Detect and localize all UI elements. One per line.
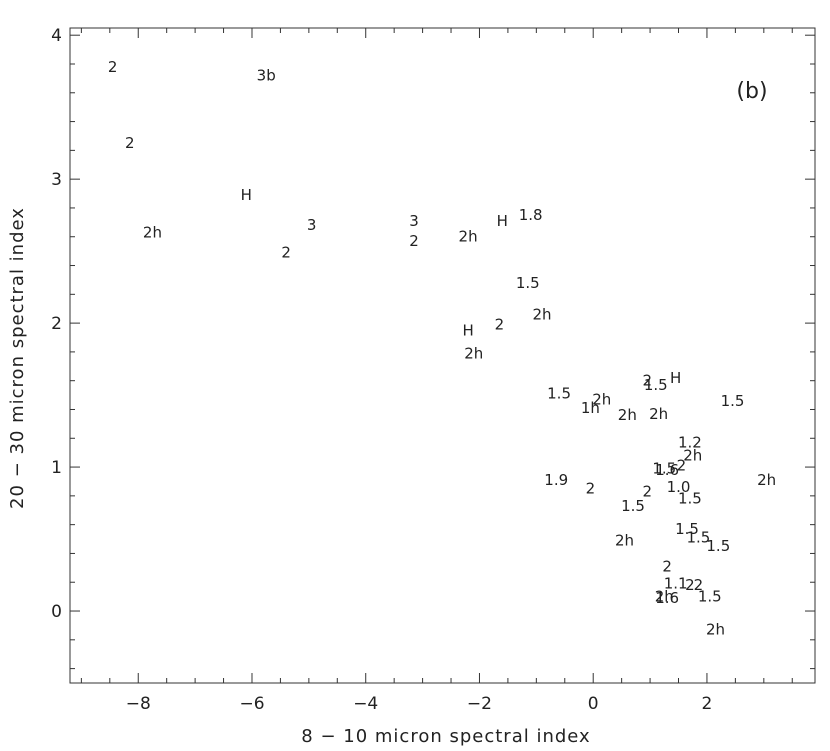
data-point: 2 bbox=[694, 576, 704, 594]
axis-ticks bbox=[70, 28, 815, 683]
data-point: 2h bbox=[615, 531, 634, 549]
data-point: 2h bbox=[459, 228, 478, 246]
data-point: 1.1 bbox=[664, 575, 688, 593]
data-point: H bbox=[497, 212, 508, 230]
data-point: 1.5 bbox=[621, 497, 645, 515]
y-tick-label: 3 bbox=[51, 170, 62, 190]
data-point: 1.5 bbox=[644, 376, 668, 394]
y-tick-label: 1 bbox=[51, 458, 62, 478]
data-point: 1.0 bbox=[667, 478, 691, 496]
data-point: H bbox=[462, 321, 473, 339]
data-point: 2h bbox=[757, 471, 776, 489]
data-point: 1.5 bbox=[678, 490, 702, 508]
data-point: 2 bbox=[409, 232, 419, 250]
data-point: 1.5 bbox=[516, 274, 540, 292]
data-point: 2 bbox=[662, 557, 672, 575]
x-tick-label: 0 bbox=[588, 694, 599, 714]
data-point: 3 bbox=[409, 212, 419, 230]
y-axis-title: 20 − 30 micron spectral index bbox=[7, 207, 28, 509]
data-point: 2h bbox=[618, 406, 637, 424]
data-point: 2h bbox=[464, 344, 483, 362]
data-point: 1.5 bbox=[675, 520, 699, 538]
data-point: 2h bbox=[655, 588, 674, 606]
data-point: 2 bbox=[281, 244, 291, 262]
data-point: 1.6 bbox=[655, 589, 679, 607]
data-point: 1.5 bbox=[706, 537, 730, 555]
data-point: H bbox=[670, 369, 681, 387]
data-point: 1.5 bbox=[721, 392, 745, 410]
plot-frame bbox=[69, 27, 816, 684]
data-point: 2 bbox=[642, 372, 652, 390]
data-point: 2h bbox=[532, 305, 551, 323]
data-point: 2h bbox=[649, 405, 668, 423]
data-point: 1.6 bbox=[655, 461, 679, 479]
x-tick-label: −2 bbox=[467, 694, 492, 714]
y-tick-label: 0 bbox=[51, 602, 62, 622]
data-point: 1.8 bbox=[519, 206, 543, 224]
data-point: 2 bbox=[495, 316, 505, 334]
data-point: 1.5 bbox=[698, 588, 722, 606]
data-point: 1.5 bbox=[686, 529, 710, 547]
x-tick-label: 2 bbox=[702, 694, 713, 714]
data-point: 2h bbox=[592, 390, 611, 408]
x-tick-label: −4 bbox=[353, 694, 378, 714]
x-axis-title: 8 − 10 micron spectral index bbox=[301, 726, 590, 747]
data-point: 2 bbox=[108, 58, 118, 76]
data-point: 2 bbox=[642, 483, 652, 501]
data-point: 1.2 bbox=[678, 434, 702, 452]
data-point: 3b bbox=[257, 67, 276, 85]
data-point: H bbox=[241, 186, 252, 204]
data-point: 2h bbox=[143, 223, 162, 241]
x-tick-label: −8 bbox=[126, 694, 151, 714]
data-point: 2 bbox=[685, 576, 695, 594]
panel-label: (b) bbox=[736, 79, 767, 104]
x-tick-label: −6 bbox=[239, 694, 264, 714]
data-point: 1h bbox=[581, 399, 600, 417]
data-point: 1.5 bbox=[652, 460, 676, 478]
data-point: 2 bbox=[125, 134, 135, 152]
data-point: 1.9 bbox=[544, 471, 568, 489]
y-tick-label: 4 bbox=[51, 26, 62, 46]
data-point: 2 bbox=[586, 480, 596, 498]
y-tick-label: 2 bbox=[51, 314, 62, 334]
data-point: 1.5 bbox=[547, 385, 571, 403]
data-point: 2h bbox=[706, 621, 725, 639]
data-point: 3 bbox=[307, 216, 317, 234]
data-point: 2 bbox=[677, 457, 687, 475]
data-point: 2h bbox=[683, 447, 702, 465]
